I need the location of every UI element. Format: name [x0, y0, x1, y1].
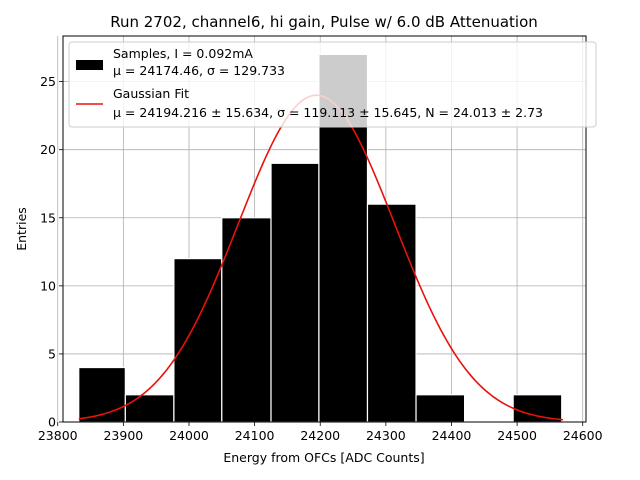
axis-ticks: 23800 23900 24000 24100 24200 24300 24400 24500… — [38, 74, 603, 443]
y-tick-label: 15 — [40, 210, 56, 225]
legend-fit-label: Gaussian Fit — [113, 86, 189, 101]
x-tick-label: 24100 — [235, 428, 275, 443]
legend-frame — [68, 41, 597, 128]
histogram-bar — [512, 394, 563, 423]
plot-frame — [62, 35, 587, 423]
x-tick-label: 24600 — [563, 428, 603, 443]
y-tick-label: 5 — [48, 346, 56, 361]
legend-samples-swatch — [76, 60, 103, 70]
x-tick-label: 24400 — [432, 428, 472, 443]
y-axis-label: Entries — [14, 207, 29, 251]
legend: Samples, I = 0.092mA μ = 24174.46, σ = 1… — [68, 41, 597, 128]
x-tick-label: 24200 — [300, 428, 340, 443]
x-tick-label: 24500 — [497, 428, 537, 443]
y-tick-label: 0 — [48, 415, 56, 430]
histogram-bar — [221, 217, 272, 423]
legend-samples-stats: μ = 24174.46, σ = 129.733 — [113, 63, 285, 78]
histogram-bar — [124, 394, 175, 423]
histogram-bar — [415, 394, 466, 423]
x-tick-label: 24000 — [169, 428, 209, 443]
histogram-bar — [366, 203, 417, 423]
y-tick-label: 20 — [40, 142, 56, 157]
y-tick-label: 25 — [40, 74, 56, 89]
histogram-bar — [270, 162, 320, 423]
x-tick-label: 23900 — [103, 428, 143, 443]
x-tick-label: 23800 — [38, 428, 78, 443]
legend-fit-stats: μ = 24194.216 ± 15.634, σ = 119.113 ± 15… — [113, 105, 543, 120]
legend-samples-label: Samples, I = 0.092mA — [113, 46, 253, 61]
chart-title: Run 2702, channel6, hi gain, Pulse w/ 6.… — [110, 13, 538, 31]
y-tick-label: 10 — [40, 278, 56, 293]
x-tick-label: 24300 — [366, 428, 406, 443]
x-axis-label: Energy from OFCs [ADC Counts] — [223, 450, 424, 465]
